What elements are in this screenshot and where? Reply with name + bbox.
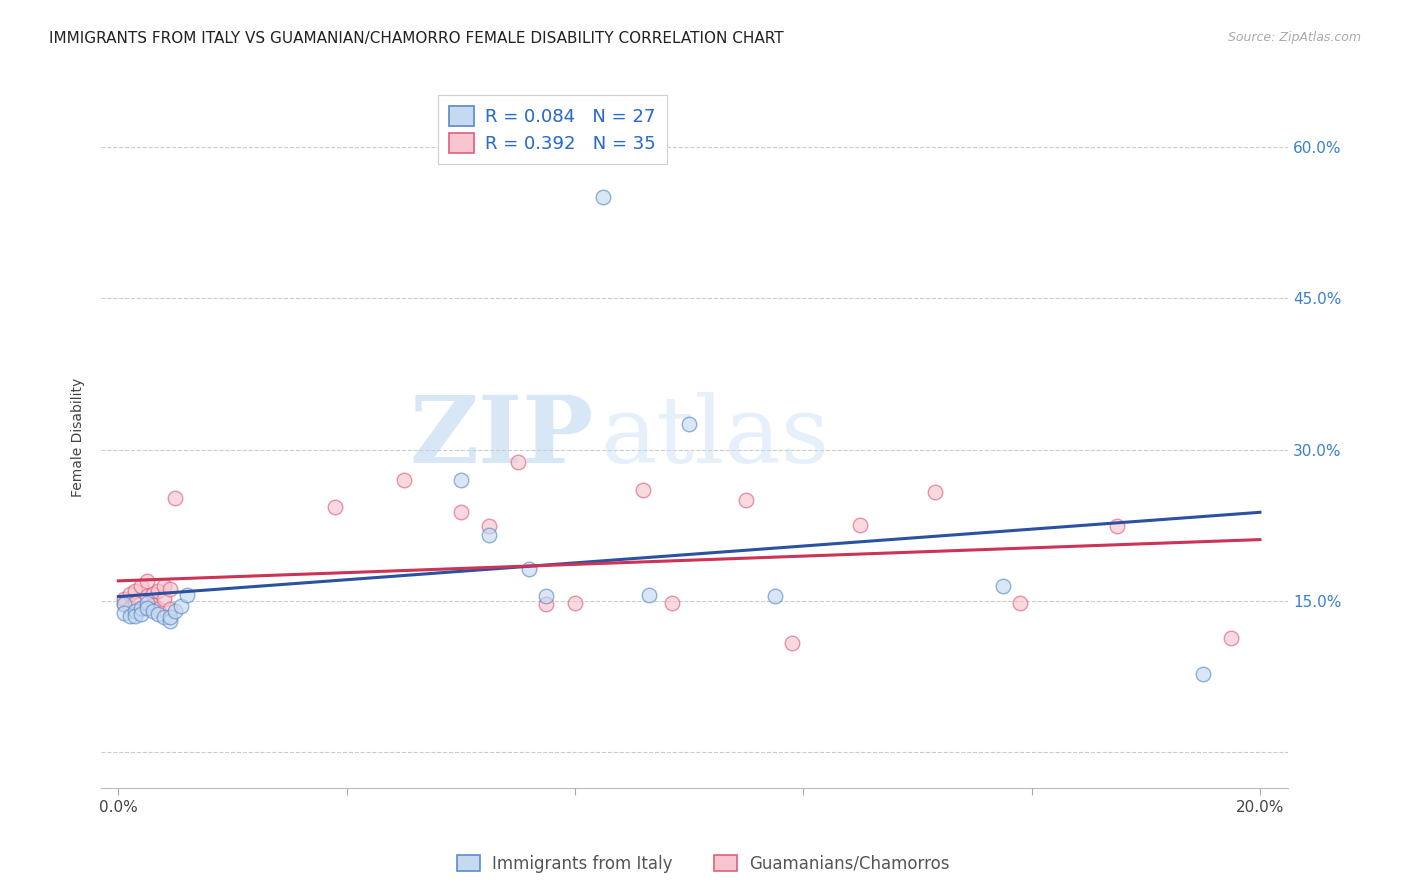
Point <box>112 597 135 611</box>
Point <box>1107 519 1129 533</box>
Point <box>323 500 346 515</box>
Point <box>135 596 157 610</box>
Point <box>124 609 146 624</box>
Point <box>450 505 472 519</box>
Text: ZIP: ZIP <box>409 392 593 482</box>
Point <box>1220 632 1243 646</box>
Point <box>118 609 141 624</box>
Point <box>142 604 165 618</box>
Point <box>135 601 157 615</box>
Point <box>517 562 540 576</box>
Point <box>564 596 586 610</box>
Point <box>159 614 181 628</box>
Point <box>153 579 176 593</box>
Point <box>638 588 661 602</box>
Point <box>478 519 501 533</box>
Point <box>678 417 700 432</box>
Point <box>148 607 170 622</box>
Point <box>536 597 558 611</box>
Point <box>592 190 614 204</box>
Point <box>112 597 135 611</box>
Point <box>536 589 558 603</box>
Legend: Immigrants from Italy, Guamanians/Chamorros: Immigrants from Italy, Guamanians/Chamor… <box>450 848 956 880</box>
Point <box>170 599 193 613</box>
Legend: R = 0.084   N = 27, R = 0.392   N = 35: R = 0.084 N = 27, R = 0.392 N = 35 <box>439 95 666 164</box>
Point <box>135 589 157 603</box>
Point <box>392 473 415 487</box>
Point <box>112 606 135 620</box>
Point <box>129 601 152 615</box>
Point <box>1191 666 1213 681</box>
Point <box>148 584 170 599</box>
Text: atlas: atlas <box>600 392 830 482</box>
Point <box>124 604 146 618</box>
Point <box>129 602 152 616</box>
Y-axis label: Female Disability: Female Disability <box>72 377 86 497</box>
Text: Source: ZipAtlas.com: Source: ZipAtlas.com <box>1227 31 1361 45</box>
Point <box>780 636 803 650</box>
Point <box>124 596 146 610</box>
Point <box>165 604 187 618</box>
Point <box>735 493 758 508</box>
Point <box>924 485 946 500</box>
Point <box>159 602 181 616</box>
Point <box>112 592 135 607</box>
Point <box>135 574 157 588</box>
Point <box>118 587 141 601</box>
Point <box>991 579 1014 593</box>
Point <box>176 588 198 602</box>
Point <box>165 491 187 505</box>
Text: IMMIGRANTS FROM ITALY VS GUAMANIAN/CHAMORRO FEMALE DISABILITY CORRELATION CHART: IMMIGRANTS FROM ITALY VS GUAMANIAN/CHAMO… <box>49 31 783 46</box>
Point <box>1010 596 1032 610</box>
Point <box>148 602 170 616</box>
Point <box>153 592 176 607</box>
Point <box>118 601 141 615</box>
Point <box>129 579 152 593</box>
Point <box>153 610 176 624</box>
Point <box>633 483 655 497</box>
Point <box>478 528 501 542</box>
Point <box>763 589 786 603</box>
Point <box>450 473 472 487</box>
Point <box>159 610 181 624</box>
Point <box>142 598 165 612</box>
Point <box>142 587 165 601</box>
Point <box>124 584 146 599</box>
Point <box>506 455 529 469</box>
Point <box>849 518 872 533</box>
Point <box>159 582 181 596</box>
Point <box>129 607 152 622</box>
Point <box>661 596 683 610</box>
